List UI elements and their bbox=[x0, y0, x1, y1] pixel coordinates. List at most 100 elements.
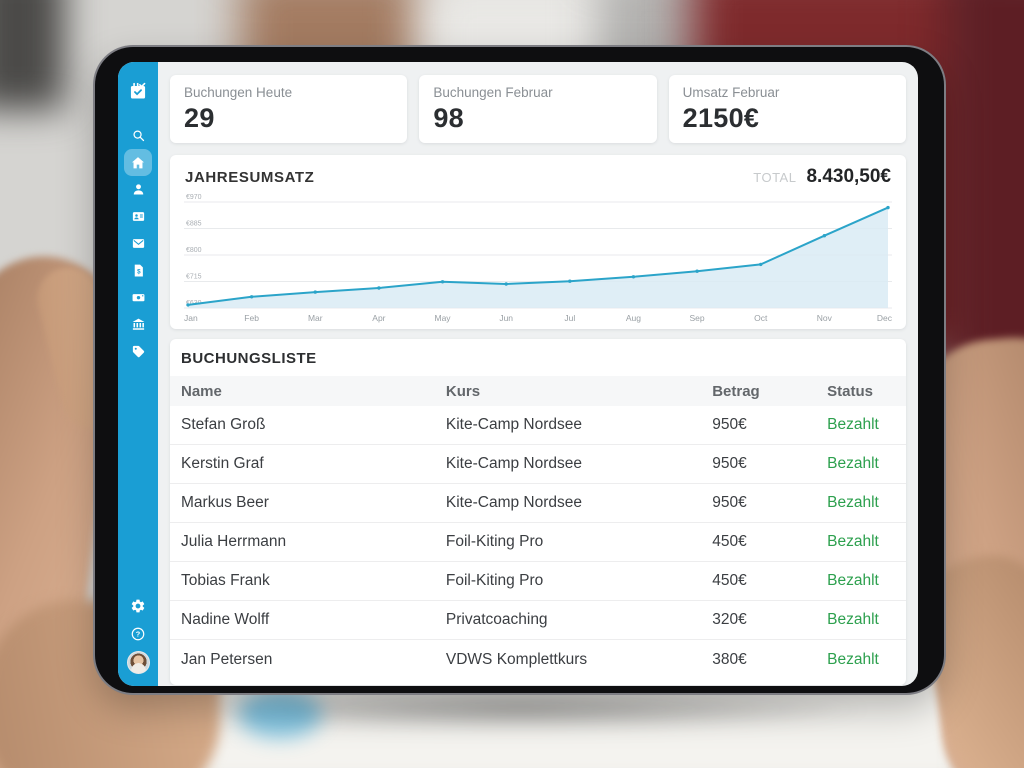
sidebar-item-bank-icon[interactable] bbox=[124, 311, 152, 338]
cell-status: Bezahlt bbox=[827, 611, 879, 628]
sidebar-item-settings-icon[interactable] bbox=[124, 595, 152, 617]
data-point bbox=[822, 234, 827, 238]
x-tick-label: Jan bbox=[184, 313, 198, 323]
x-tick-label: Apr bbox=[372, 313, 385, 323]
column-header-kurs: Kurs bbox=[445, 382, 481, 400]
annual-revenue-chart-card: JAHRESUMSATZ TOTAL 8.430,50€ €970 €885 €80… bbox=[170, 155, 906, 329]
table-row[interactable]: Stefan Groß Kite-Camp Nordsee 950€ Bezahlt bbox=[170, 406, 906, 445]
x-tick-label: Mar bbox=[308, 313, 323, 323]
stat-card-bookings-today: Buchungen Heute 29 bbox=[170, 75, 408, 143]
table-title: BUCHUNGSLISTE bbox=[181, 350, 317, 367]
x-tick-label: Jun bbox=[499, 313, 513, 323]
data-point bbox=[313, 290, 317, 294]
cell-kurs: VDWS Komplettkurs bbox=[445, 650, 588, 668]
cell-status: Bezahlt bbox=[827, 455, 879, 472]
table-header-row: Name Kurs Betrag Status bbox=[170, 376, 906, 406]
data-point bbox=[695, 269, 699, 273]
stat-label: Buchungen Februar bbox=[433, 85, 553, 100]
cell-kurs: Kite-Camp Nordsee bbox=[445, 455, 582, 472]
blue-reflection bbox=[238, 690, 322, 738]
sidebar-item-user-icon[interactable] bbox=[124, 176, 152, 203]
cell-betrag: 450€ bbox=[712, 533, 747, 550]
table-row[interactable]: Nadine Wolff Privatcoaching 320€ Bezahlt bbox=[170, 601, 906, 640]
stat-card-bookings-february: Buchungen Februar 98 bbox=[419, 75, 657, 143]
cell-status: Bezahlt bbox=[827, 494, 879, 511]
main-content: Buchungen Heute 29 Buchungen Februar 98 … bbox=[158, 62, 918, 686]
cell-kurs: Privatcoaching bbox=[445, 611, 548, 628]
x-tick-label: Feb bbox=[244, 313, 259, 323]
cell-name: Kerstin Graf bbox=[181, 455, 264, 472]
bookings-list-card: BUCHUNGSLISTE Name Kurs Betrag Status St… bbox=[170, 339, 906, 685]
stat-label: Buchungen Heute bbox=[184, 85, 293, 100]
column-header-status: Status bbox=[827, 382, 873, 400]
stats-row: Buchungen Heute 29 Buchungen Februar 98 … bbox=[170, 75, 906, 143]
cell-name: Nadine Wolff bbox=[181, 611, 270, 628]
cell-betrag: 450€ bbox=[712, 572, 747, 589]
sidebar-item-contacts-icon[interactable] bbox=[124, 203, 152, 230]
data-point bbox=[886, 205, 890, 210]
x-tick-label: Dec bbox=[877, 313, 893, 323]
background-blur-dark bbox=[0, 0, 65, 110]
user-avatar[interactable] bbox=[126, 651, 150, 674]
cell-kurs: Kite-Camp Nordsee bbox=[445, 494, 582, 511]
sidebar: $ ? bbox=[118, 62, 158, 686]
cell-status: Bezahlt bbox=[827, 416, 879, 433]
total-label: TOTAL bbox=[753, 170, 797, 185]
cell-name: Tobias Frank bbox=[181, 572, 270, 589]
sidebar-item-help-icon[interactable]: ? bbox=[124, 623, 152, 645]
cell-status: Bezahlt bbox=[827, 572, 879, 589]
sidebar-item-invoice-icon[interactable]: $ bbox=[124, 257, 152, 284]
cell-name: Jan Petersen bbox=[181, 650, 273, 668]
x-tick-label: Aug bbox=[626, 313, 641, 323]
area-fill bbox=[188, 207, 888, 308]
table-row[interactable]: Kerstin Graf Kite-Camp Nordsee 950€ Bezahlt bbox=[170, 445, 906, 484]
cell-name: Markus Beer bbox=[181, 494, 269, 511]
column-header-name: Name bbox=[181, 382, 222, 400]
cell-status: Bezahlt bbox=[827, 650, 879, 668]
app-screen: $ ? Buchungen Heute 29 Buchungen Februar… bbox=[118, 62, 918, 686]
sidebar-item-search-icon[interactable] bbox=[124, 122, 152, 149]
x-tick-label: Sep bbox=[690, 313, 705, 323]
cell-status: Bezahlt bbox=[827, 533, 879, 550]
data-point bbox=[504, 282, 508, 286]
sidebar-item-mail-icon[interactable] bbox=[124, 230, 152, 257]
x-tick-label: Oct bbox=[754, 313, 768, 323]
sidebar-item-tag-icon[interactable] bbox=[124, 338, 152, 365]
cell-name: Julia Herrmann bbox=[181, 533, 287, 550]
stat-card-revenue-february: Umsatz Februar 2150€ bbox=[668, 75, 906, 143]
cell-betrag: 320€ bbox=[712, 611, 747, 628]
svg-text:$: $ bbox=[137, 269, 141, 276]
column-header-betrag: Betrag bbox=[712, 382, 760, 400]
table-row[interactable]: Jan Petersen VDWS Komplettkurs 380€ Bezahlt bbox=[170, 640, 906, 679]
data-point bbox=[440, 280, 445, 284]
cell-betrag: 380€ bbox=[712, 650, 747, 668]
app-logo-icon[interactable] bbox=[124, 76, 152, 106]
sidebar-item-home-icon[interactable] bbox=[124, 149, 152, 176]
svg-text:?: ? bbox=[136, 630, 141, 639]
data-point bbox=[186, 303, 190, 307]
cell-betrag: 950€ bbox=[712, 416, 747, 433]
stat-value: 29 bbox=[184, 103, 215, 133]
cell-name: Stefan Groß bbox=[181, 416, 266, 433]
data-point bbox=[249, 295, 254, 299]
total-value: 8.430,50€ bbox=[806, 166, 891, 187]
y-tick-label: €885 bbox=[186, 221, 202, 228]
table-body: Stefan Groß Kite-Camp Nordsee 950€ Bezahlt K… bbox=[170, 406, 906, 679]
tablet-device: $ ? Buchungen Heute 29 Buchungen Februar… bbox=[95, 47, 944, 693]
y-tick-label: €800 bbox=[186, 247, 202, 254]
chart-title: JAHRESUMSATZ bbox=[185, 169, 315, 186]
background-blur-maroon bbox=[945, 0, 1024, 390]
cell-betrag: 950€ bbox=[712, 455, 747, 472]
cell-betrag: 950€ bbox=[712, 494, 747, 511]
revenue-line bbox=[187, 206, 889, 306]
cell-kurs: Kite-Camp Nordsee bbox=[445, 416, 582, 433]
table-row[interactable]: Tobias Frank Foil-Kiting Pro 450€ Bezahlt bbox=[170, 562, 906, 601]
table-row[interactable]: Julia Herrmann Foil-Kiting Pro 450€ Bezahlt bbox=[170, 523, 906, 562]
data-point bbox=[759, 262, 763, 267]
sidebar-bottom: ? bbox=[124, 595, 152, 686]
cell-kurs: Foil-Kiting Pro bbox=[445, 533, 544, 550]
table-row[interactable]: Markus Beer Kite-Camp Nordsee 950€ Bezahlt bbox=[170, 484, 906, 523]
sidebar-item-money-icon[interactable] bbox=[124, 284, 152, 311]
